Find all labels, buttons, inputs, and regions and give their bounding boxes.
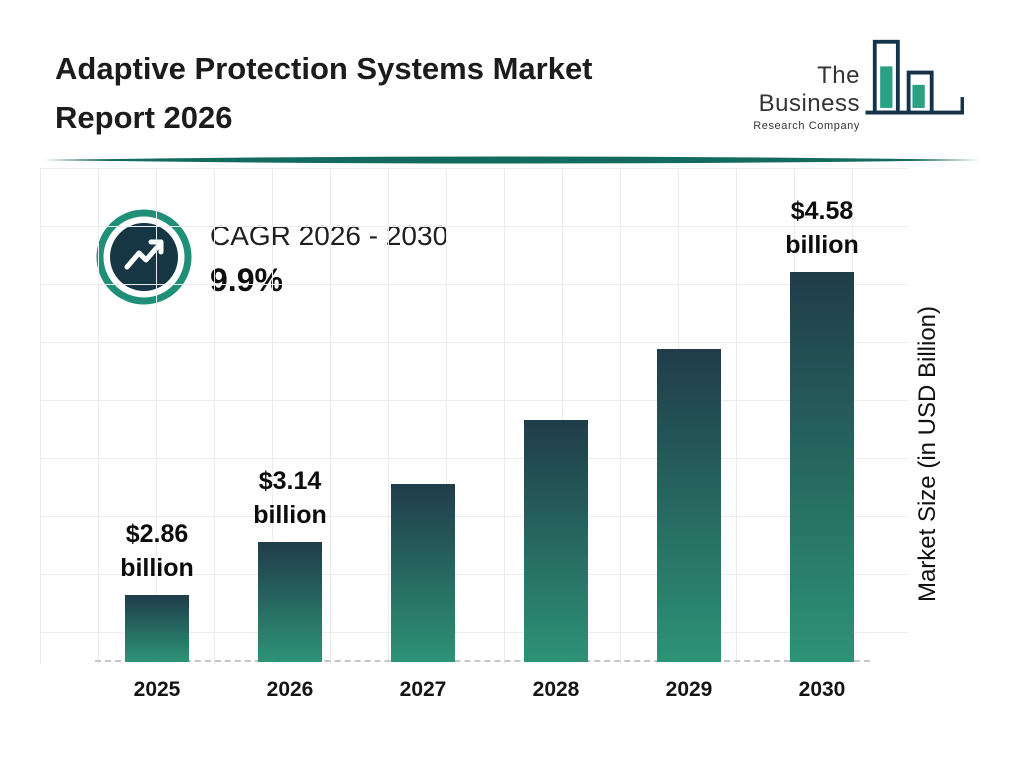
bar-value-label-2025: $2.86 billion <box>72 517 242 585</box>
bar-value-unit: billion <box>785 231 859 259</box>
x-axis-baseline <box>95 660 870 662</box>
x-tick-2030: 2030 <box>798 678 846 701</box>
bar-2028 <box>524 420 588 662</box>
bar-value-amount: $3.14 <box>258 467 322 495</box>
bar-value-amount: $2.86 <box>125 520 189 548</box>
page-title-line2: Report 2026 <box>55 100 233 135</box>
x-tick-2026: 2026 <box>266 678 314 701</box>
bar-value-label-2030: $4.58 billion <box>737 194 907 262</box>
bar-2027 <box>391 484 455 662</box>
page-title-line1: Adaptive Protection Systems Market <box>55 51 593 86</box>
y-axis-label: Market Size (in USD Billion) <box>914 305 941 603</box>
bar-value-unit: billion <box>253 501 327 529</box>
chart-gridlines <box>40 168 908 664</box>
x-tick-2028: 2028 <box>532 678 580 701</box>
company-logo-text: The Business Research Company <box>712 62 860 132</box>
x-tick-2027: 2027 <box>399 678 447 701</box>
bar-value-unit: billion <box>120 554 194 582</box>
logo-name: The Business <box>758 62 860 117</box>
page-title: Adaptive Protection Systems Market Repor… <box>55 44 715 142</box>
bar-2025 <box>125 595 189 662</box>
x-tick-2029: 2029 <box>665 678 713 701</box>
bar-2026 <box>258 542 322 662</box>
x-tick-2025: 2025 <box>133 678 181 701</box>
logo-subname: Research Company <box>753 120 860 132</box>
header-divider <box>43 153 981 165</box>
bar-value-amount: $4.58 <box>790 197 854 225</box>
bar-2030 <box>790 272 854 662</box>
bar-value-label-2026: $3.14 billion <box>205 464 375 532</box>
company-logo-barchart-icon <box>864 38 965 129</box>
bar-2029 <box>657 349 721 662</box>
